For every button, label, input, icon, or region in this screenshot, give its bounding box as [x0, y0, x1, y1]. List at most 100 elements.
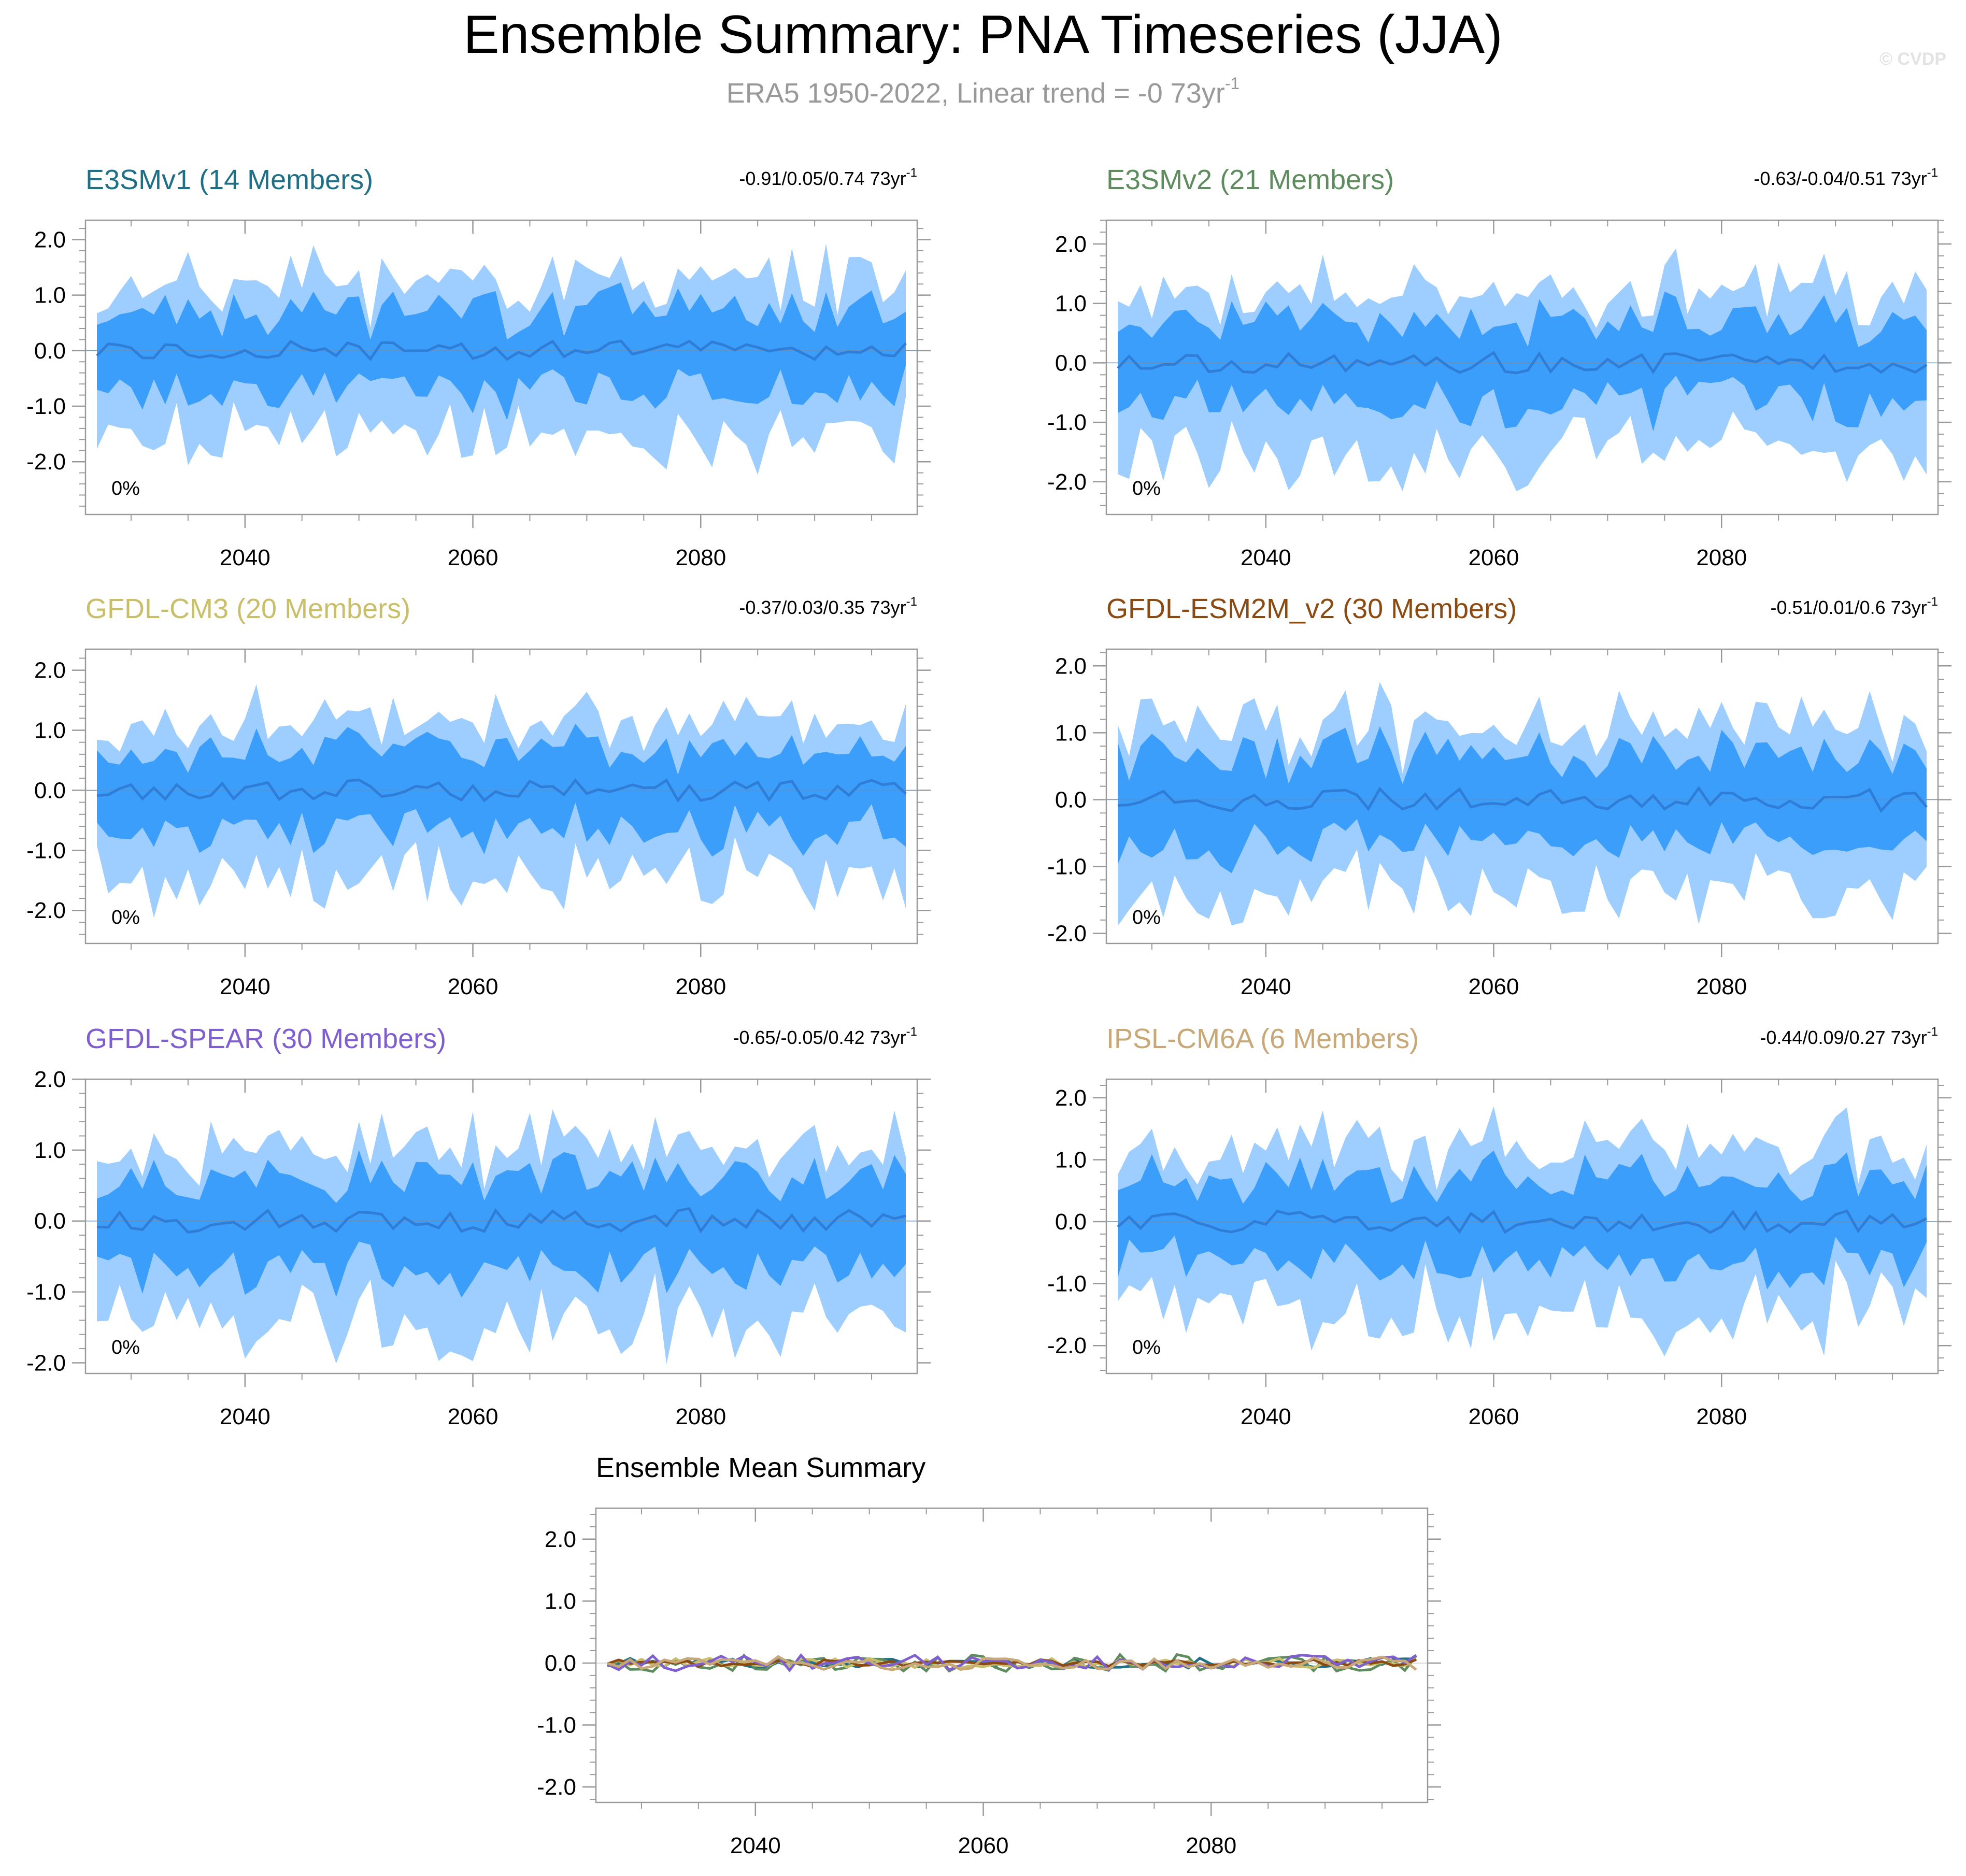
panel-title: GFDL-SPEAR (30 Members)	[86, 1023, 446, 1054]
x-tick-label: 2080	[675, 974, 726, 999]
y-tick-label: 2.0	[1055, 232, 1087, 257]
x-tick-label: 2080	[675, 1404, 726, 1429]
y-tick-label: -1.0	[26, 1280, 66, 1305]
ensemble-mean-line	[96, 339, 907, 362]
panel-title: E3SMv2 (21 Members)	[1106, 164, 1394, 195]
ensemble-mean-line	[1117, 785, 1928, 813]
ensemble-mean-line	[96, 1207, 906, 1234]
trend-stat: -0.44/0.09/0.27 73yr-1	[1760, 1025, 1938, 1048]
x-tick-label: 2060	[1469, 1404, 1519, 1429]
plot-frame	[84, 648, 918, 944]
percent-label: 0%	[1132, 1337, 1161, 1358]
main-title: Ensemble Summary: PNA Timeseries (JJA)	[463, 5, 1503, 65]
plot-frame	[595, 1507, 1429, 1803]
x-tick-label: 2060	[448, 974, 498, 999]
series-line-ipsl-cm6a	[607, 1655, 1417, 1671]
panel-title: GFDL-ESM2M_v2 (30 Members)	[1106, 593, 1517, 624]
inner-range-band	[1118, 291, 1927, 432]
y-tick-label: 0.0	[1055, 787, 1087, 812]
y-tick-label: 1.0	[34, 283, 66, 308]
y-tick-label: -1.0	[1047, 410, 1087, 435]
inner-range-band	[1118, 1150, 1927, 1290]
y-tick-label: -1.0	[1047, 1271, 1087, 1297]
y-tick-label: -1.0	[1047, 854, 1087, 880]
trend-stat-sup: -1	[1927, 595, 1938, 609]
panel-3: 2.0 1.0 0.0 -1.0 -2.0 2040 2060 2080 GFDL-ESM2M_…	[1047, 593, 1951, 999]
y-tick-label: 1.0	[545, 1588, 576, 1614]
x-tick-label: 2040	[1241, 974, 1291, 999]
y-tick-label: -2.0	[26, 449, 66, 475]
panel-title: E3SMv1 (14 Members)	[86, 164, 373, 195]
inner-range-band	[97, 1150, 906, 1298]
x-tick-label: 2060	[448, 1404, 498, 1429]
y-tick-label: -1.0	[537, 1713, 576, 1738]
y-tick-label: -2.0	[26, 898, 66, 923]
subtitle-unit-sup: -1	[1224, 74, 1240, 93]
y-tick-label: -2.0	[1047, 469, 1087, 495]
trend-stat-sup: -1	[1927, 166, 1938, 180]
panel-title: Ensemble Mean Summary	[596, 1452, 925, 1483]
y-tick-label: 0.0	[1055, 1209, 1087, 1235]
trend-stat-sup: -1	[906, 595, 917, 609]
y-tick-label: 1.0	[34, 718, 66, 743]
percent-label: 0%	[111, 1337, 140, 1358]
y-tick-label: 2.0	[34, 227, 66, 253]
subtitle: ERA5 1950-2022, Linear trend = -0 73yr-1	[0, 74, 1966, 109]
x-tick-label: 2040	[220, 545, 270, 570]
percent-label: 0%	[111, 907, 140, 928]
percent-label: 0%	[111, 478, 140, 499]
x-tick-label: 2040	[220, 974, 270, 999]
x-tick-label: 2080	[1186, 1833, 1236, 1858]
y-tick-label: 2.0	[34, 658, 66, 683]
subtitle-text: ERA5 1950-2022, Linear trend = -0 73yr	[726, 78, 1225, 109]
plot-frame	[84, 219, 918, 515]
x-tick-label: 2080	[1696, 974, 1747, 999]
percent-label: 0%	[1132, 907, 1161, 928]
panel-1: 2.0 1.0 0.0 -1.0 -2.0 2040 2060 2080 E3SMv2 (21 …	[1047, 164, 1951, 570]
panel-0: 2.0 1.0 0.0 -1.0 -2.0 2040 2060 2080 E3SMv1 (14 …	[26, 164, 931, 570]
y-tick-label: 2.0	[34, 1067, 66, 1092]
x-tick-label: 2040	[1241, 1404, 1291, 1429]
trend-stat-sup: -1	[906, 1025, 917, 1039]
y-tick-label: 1.0	[34, 1138, 66, 1163]
panel-4: 2.0 1.0 0.0 -1.0 -2.0 2040 2060 2080 GFDL-SPEAR …	[26, 1023, 931, 1429]
y-tick-label: 1.0	[1055, 720, 1087, 746]
y-tick-label: -2.0	[26, 1350, 66, 1376]
plot-frame	[84, 1078, 918, 1374]
cvdp-watermark: © CVDP	[1879, 49, 1946, 69]
y-tick-label: -1.0	[26, 394, 66, 419]
panel-5: 2.0 1.0 0.0 -1.0 -2.0 2040 2060 2080 IPSL-CM6A (…	[1047, 1023, 1951, 1429]
ensemble-mean-line	[96, 778, 907, 803]
percent-label: 0%	[1132, 478, 1161, 499]
trend-stat: -0.91/0.05/0.74 73yr-1	[739, 166, 917, 189]
plot-frame	[1105, 648, 1939, 944]
trend-stat: -0.51/0.01/0.6 73yr-1	[1770, 595, 1938, 618]
x-tick-label: 2080	[675, 545, 726, 570]
y-tick-label: -2.0	[537, 1774, 576, 1800]
y-tick-label: 2.0	[1055, 1085, 1087, 1111]
panel-title: GFDL-CM3 (20 Members)	[86, 593, 410, 624]
trend-stat-sup: -1	[1927, 1025, 1938, 1039]
trend-stat: -0.37/0.03/0.35 73yr-1	[739, 595, 917, 618]
trend-stat: -0.63/-0.04/0.51 73yr-1	[1754, 166, 1938, 189]
y-tick-label: 0.0	[34, 778, 66, 803]
panel-2: 2.0 1.0 0.0 -1.0 -2.0 2040 2060 2080 GFDL-CM3 (2…	[26, 593, 931, 999]
x-tick-label: 2080	[1696, 1404, 1747, 1429]
y-tick-label: 0.0	[1055, 350, 1087, 376]
x-tick-label: 2060	[1469, 974, 1519, 999]
x-tick-label: 2040	[220, 1404, 270, 1429]
panel-6: 2.0 1.0 0.0 -1.0 -2.0 2040 2060 2080 Ensemble Me…	[537, 1452, 1441, 1858]
plot-frame	[1105, 219, 1939, 515]
y-tick-label: -2.0	[1047, 1333, 1087, 1358]
trend-stat-sup: -1	[906, 166, 917, 180]
ensemble-mean-line	[1117, 351, 1928, 375]
panel-title: IPSL-CM6A (6 Members)	[1106, 1023, 1419, 1054]
x-tick-label: 2060	[1469, 545, 1519, 570]
x-tick-label: 2060	[448, 545, 498, 570]
x-tick-label: 2060	[958, 1833, 1009, 1858]
x-tick-label: 2040	[1241, 545, 1291, 570]
ensemble-mean-line	[1117, 1209, 1928, 1234]
y-tick-label: 1.0	[1055, 1147, 1087, 1172]
y-tick-label: 1.0	[1055, 291, 1087, 317]
